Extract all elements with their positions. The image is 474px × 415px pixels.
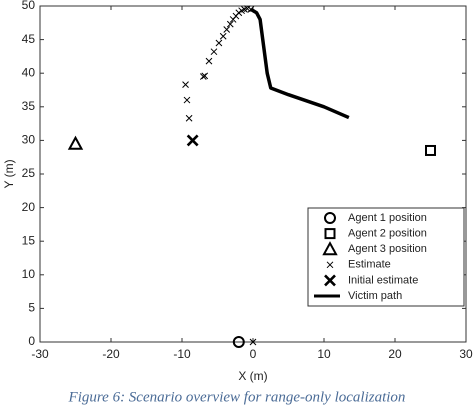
legend-box <box>307 207 465 307</box>
x-axis-label: X (m) <box>238 369 267 383</box>
legend-label: Victim path <box>348 290 402 302</box>
marker-big-x <box>324 274 336 287</box>
x-tick-label: -20 <box>102 347 120 361</box>
marker-x <box>249 338 257 346</box>
x-tick-label: 30 <box>459 347 473 361</box>
y-tick-label: 45 <box>22 32 36 46</box>
marker-x <box>199 73 207 80</box>
legend-label: Agent 2 position <box>348 228 427 240</box>
caption: Figure 6: Scenario overview for range-on… <box>68 389 406 405</box>
marker-x <box>185 114 193 122</box>
marker-x <box>205 57 213 65</box>
marker-big-x <box>186 134 199 147</box>
y-tick-label: 25 <box>22 166 36 180</box>
x-tick-label: 0 <box>250 347 257 361</box>
marker-x <box>235 9 243 17</box>
marker-triangle <box>67 135 84 150</box>
x-tick-label: 10 <box>317 347 331 361</box>
marker-circle <box>232 336 245 348</box>
marker-square <box>425 144 436 156</box>
y-tick-label: 20 <box>22 200 36 214</box>
y-tick-label: 40 <box>22 65 36 79</box>
marker-x <box>201 72 209 80</box>
marker-x <box>183 96 191 104</box>
y-tick-label: 0 <box>28 334 35 348</box>
marker-x <box>226 20 234 28</box>
marker-x <box>326 261 334 269</box>
x-tick-label: -30 <box>31 347 49 361</box>
legend-label: Agent 3 position <box>348 243 427 255</box>
marker-x <box>215 39 223 47</box>
legend-label: Estimate <box>348 259 391 271</box>
x-tick-label: 20 <box>388 347 402 361</box>
legend-label: Initial estimate <box>348 274 418 286</box>
marker-square <box>324 228 336 240</box>
y-tick-label: 15 <box>22 233 36 247</box>
y-tick-label: 50 <box>22 0 36 12</box>
marker-x <box>210 48 218 56</box>
victim-path <box>249 7 350 120</box>
marker-x <box>182 81 189 88</box>
marker-x <box>223 26 231 33</box>
y-tick-label: 35 <box>22 99 36 113</box>
y-tick-label: 5 <box>28 301 35 315</box>
y-tick-label: 30 <box>22 133 36 147</box>
marker-x <box>219 32 227 40</box>
x-tick-label: -10 <box>173 347 191 361</box>
y-axis-label: Y (m) <box>2 159 16 188</box>
marker-triangle <box>322 241 338 256</box>
legend-label: Agent 1 position <box>348 212 427 224</box>
y-tick-label: 10 <box>22 267 36 281</box>
marker-circle <box>324 212 336 224</box>
